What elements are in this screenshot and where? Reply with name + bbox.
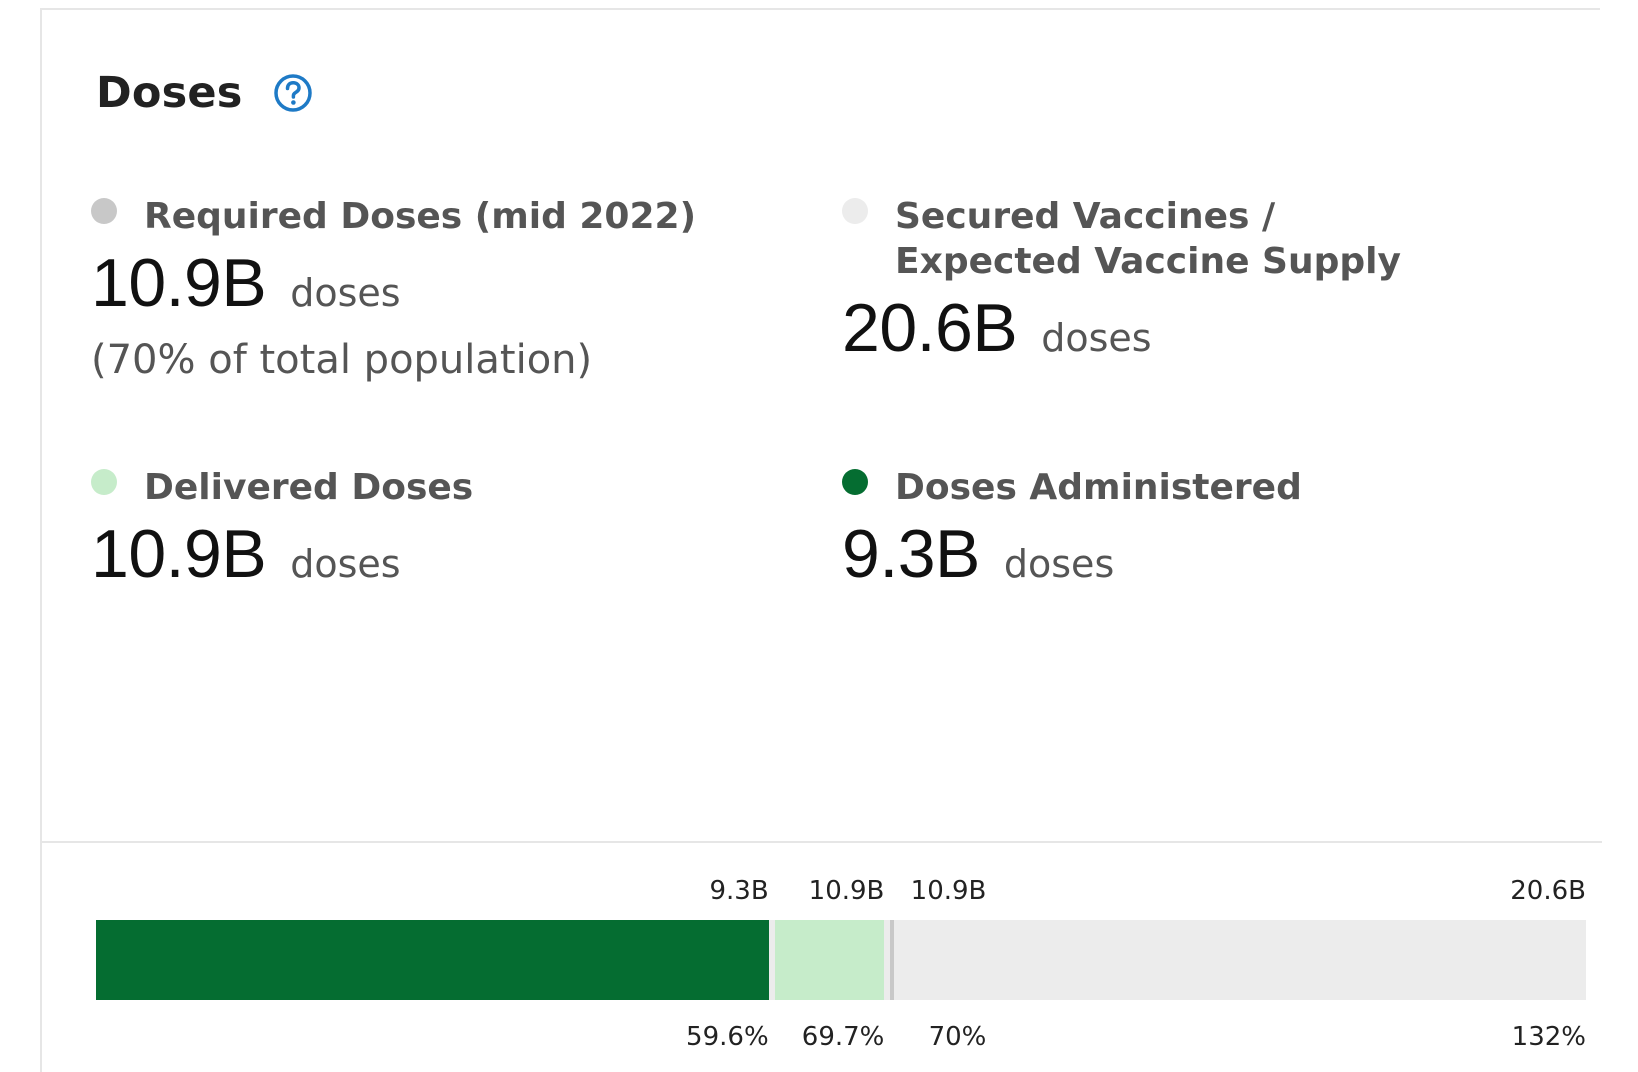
bar-value-label: 9.3B — [709, 876, 769, 906]
bar-value-label: 20.6B — [1510, 876, 1586, 906]
legend-dot-delivered — [91, 469, 117, 495]
legend-dot-administered — [842, 469, 868, 495]
bar-percent-label: 59.6% — [686, 1022, 769, 1052]
stat-value-delivered: 10.9B — [91, 516, 267, 592]
stat-value-administered: 9.3B — [842, 516, 980, 592]
stat-label-required: Required Doses (mid 2022) — [144, 196, 697, 237]
stat-label-row: Secured Vaccines / Expected Vaccine Supp… — [842, 194, 1462, 284]
stat-value-row: 9.3B doses — [842, 514, 1542, 594]
stat-label-administered: Doses Administered — [895, 467, 1302, 508]
section-divider — [42, 841, 1602, 843]
bar-value-label: 10.9B — [910, 876, 987, 906]
stat-label-row: Doses Administered — [842, 465, 1542, 510]
question-circle-icon[interactable] — [273, 73, 313, 113]
stat-unit-administered: doses — [1003, 542, 1115, 586]
bar-segment-9-3b-0 — [96, 920, 769, 1000]
bar-percent-label: 132% — [1511, 1022, 1586, 1052]
legend-dot-secured — [842, 198, 868, 224]
stat-label-row: Required Doses (mid 2022) — [91, 194, 791, 239]
bar-percent-label: 69.7% — [801, 1022, 885, 1052]
stat-note-required: (70% of total population) — [91, 337, 593, 383]
stat-value-row: 10.9B doses — [91, 243, 791, 323]
card-title: Doses — [96, 68, 243, 118]
doses-card: Doses Required Doses (mid 2022) 10.9B do… — [40, 8, 1602, 1072]
progress-bar-track — [96, 920, 1586, 1000]
bar-value-label: 10.9B — [808, 876, 885, 906]
legend-dot-required — [91, 198, 117, 224]
stat-value-required: 10.9B — [91, 245, 267, 321]
stat-secured-vaccines: Secured Vaccines / Expected Vaccine Supp… — [842, 194, 1462, 368]
stat-label-row: Delivered Doses — [91, 465, 791, 510]
stat-value-row: 10.9B doses — [91, 514, 791, 594]
stat-value-row: 20.6B doses — [842, 288, 1462, 368]
card-header: Doses — [96, 68, 313, 118]
stat-doses-administered: Doses Administered 9.3B doses — [842, 465, 1542, 594]
bar-segment-10-9b-1 — [774, 920, 885, 1000]
stat-label-delivered: Delivered Doses — [144, 467, 474, 508]
stat-unit-required: doses — [290, 271, 401, 315]
bar-segment-10-9b-2 — [890, 920, 895, 1000]
bar-percent-label: 70% — [928, 1022, 987, 1052]
doses-progress-bar: 9.3B 59.6% 10.9B 69.7% 10.9B 70% 20.6B 132% — [96, 870, 1586, 1060]
stat-value-secured: 20.6B — [842, 290, 1018, 366]
stat-required-doses: Required Doses (mid 2022) 10.9B doses (7… — [91, 194, 791, 383]
stat-delivered-doses: Delivered Doses 10.9B doses — [91, 465, 791, 594]
stat-unit-secured: doses — [1041, 316, 1152, 360]
stat-unit-delivered: doses — [290, 542, 401, 586]
stat-label-secured: Secured Vaccines / Expected Vaccine Supp… — [895, 196, 1401, 282]
